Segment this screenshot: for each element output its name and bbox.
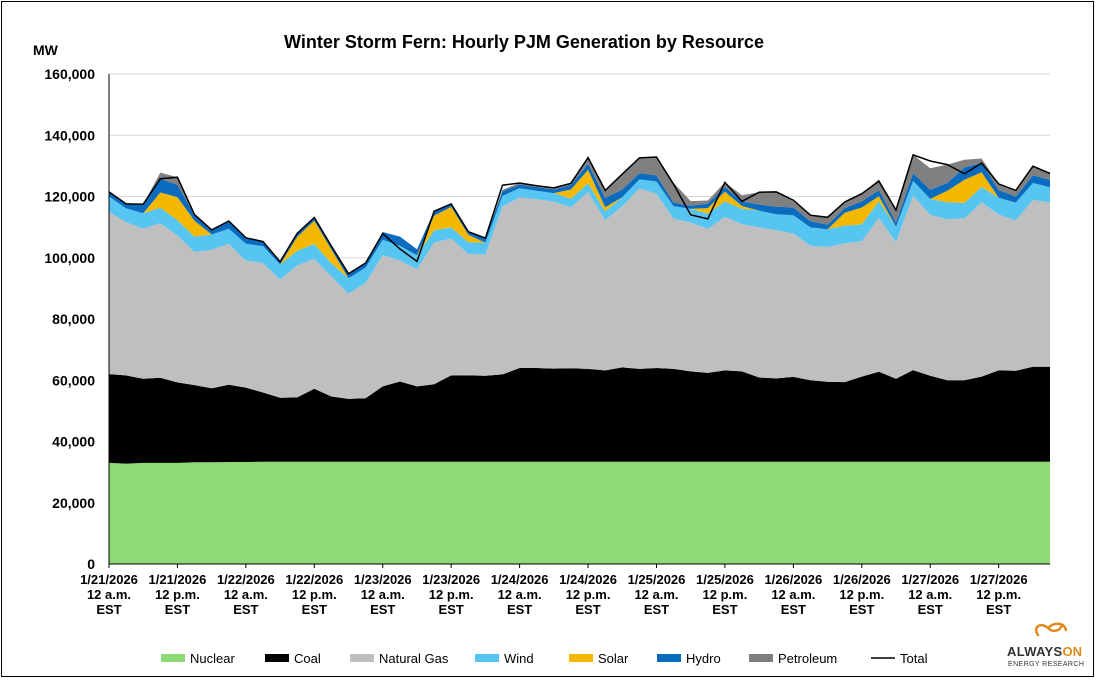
x-tick-label: 1/22/2026 12 p.m. EST: [285, 572, 343, 617]
y-tick-label: 40,000: [52, 434, 95, 450]
x-tick-label: 1/25/2026 12 a.m. EST: [628, 572, 686, 617]
y-tick-label: 0: [87, 556, 95, 572]
y-tick-label: 60,000: [52, 372, 95, 388]
x-tick-label: 1/22/2026 12 a.m. EST: [217, 572, 275, 617]
chart-title: Winter Storm Fern: Hourly PJM Generation…: [284, 32, 764, 52]
y-tick-label: 100,000: [44, 250, 95, 266]
legend-swatch-nuclear: [161, 654, 185, 662]
x-tick-label: 1/24/2026 12 p.m. EST: [559, 572, 617, 617]
legend-label-petroleum: Petroleum: [778, 651, 837, 666]
y-tick-label: 160,000: [44, 66, 95, 82]
logo-wordmark: ALWAYSON: [1007, 644, 1082, 659]
legend-label-total: Total: [900, 651, 928, 666]
y-tick-label: 120,000: [44, 189, 95, 205]
area-solar: [109, 169, 1050, 279]
legend-swatch-coal: [265, 654, 289, 662]
area-coal: [109, 366, 1050, 464]
total-line-layer: [108, 153, 1051, 275]
always-on-logo: ALWAYSON ENERGY RESEARCH: [1007, 622, 1084, 668]
x-tick-label: 1/21/2026 12 p.m. EST: [149, 572, 207, 617]
legend-label-wind: Wind: [504, 651, 534, 666]
x-tick-label: 1/27/2026 12 a.m. EST: [901, 572, 959, 617]
area-wind: [109, 179, 1050, 294]
y-tick-labels: 0 20,000 40,000 60,000 80,000 100,000 120,000 1…: [44, 66, 95, 572]
x-tick-label: 1/23/2026 12 a.m. EST: [354, 572, 412, 617]
x-tick-label: 1/21/2026 12 a.m. EST: [80, 572, 138, 617]
y-tick-label: 140,000: [44, 127, 95, 143]
legend-label-coal: Coal: [294, 651, 321, 666]
legend-label-natural-gas: Natural Gas: [379, 651, 449, 666]
x-tick-label: 1/24/2026 12 a.m. EST: [491, 572, 549, 617]
legend-swatch-solar: [569, 654, 593, 662]
legend-label-hydro: Hydro: [686, 651, 721, 666]
legend-label-nuclear: Nuclear: [190, 651, 235, 666]
legend-swatch-wind: [475, 654, 499, 662]
x-tick-label: 1/26/2026 12 a.m. EST: [764, 572, 822, 617]
line-total: [108, 153, 1051, 275]
area-petroleum: [109, 154, 1050, 274]
legend-swatch-hydro: [657, 654, 681, 662]
axes: [108, 74, 1050, 568]
area-natural-gas: [109, 188, 1050, 399]
area-nuclear: [109, 461, 1050, 564]
y-axis-label: MW: [33, 42, 59, 58]
legend: Nuclear Coal Natural Gas Wind Solar Hydro Petr…: [161, 651, 928, 666]
x-tick-label: 1/23/2026 12 p.m. EST: [422, 572, 480, 617]
y-tick-label: 80,000: [52, 311, 95, 327]
y-tick-label: 20,000: [52, 495, 95, 511]
legend-swatch-natural-gas: [350, 654, 374, 662]
logo-subtitle: ENERGY RESEARCH: [1008, 661, 1084, 668]
logo-swirl-icon: [1034, 622, 1068, 637]
x-tick-label: 1/25/2026 12 p.m. EST: [696, 572, 754, 617]
legend-label-solar: Solar: [598, 651, 629, 666]
x-tick-label: 1/27/2026 12 p.m. EST: [970, 572, 1028, 617]
legend-swatch-petroleum: [749, 654, 773, 662]
stacked-areas: [109, 154, 1050, 564]
x-tick-label: 1/26/2026 12 p.m. EST: [833, 572, 891, 617]
